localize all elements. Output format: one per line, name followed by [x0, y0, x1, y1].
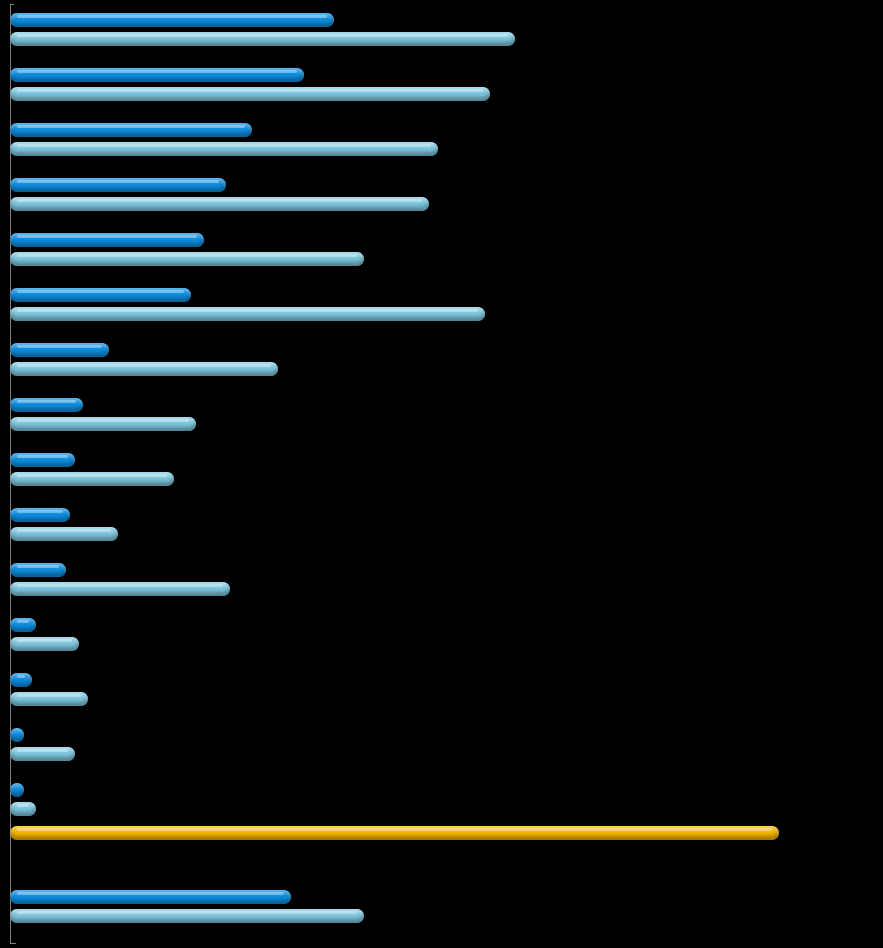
bar-highlight — [17, 911, 357, 914]
bar-highlight — [17, 180, 219, 183]
bar-highlight — [17, 364, 271, 367]
bar-highlight — [17, 199, 422, 202]
bar-series_b — [10, 142, 438, 156]
bar-group — [10, 64, 874, 119]
bar-highlight — [17, 70, 297, 73]
bar-highlight — [17, 694, 81, 697]
bar-series_b — [10, 692, 88, 706]
bar-group — [10, 9, 874, 64]
bar-highlight — [17, 400, 76, 403]
bar-group — [10, 174, 874, 229]
bar-series_a — [10, 453, 75, 467]
bar-series_b — [10, 197, 429, 211]
bar-group — [10, 339, 874, 394]
bar-highlight — [17, 455, 68, 458]
bar-highlight — [17, 892, 284, 895]
bar-series_a — [10, 123, 252, 137]
bar-series_a — [10, 673, 32, 687]
bar-group — [10, 119, 874, 174]
bar-series_a — [10, 343, 109, 357]
bar-highlight — [17, 290, 184, 293]
bar-group — [10, 614, 874, 669]
bar-highlight — [17, 510, 63, 513]
bar-highlight — [17, 529, 111, 532]
bar-highlight — [17, 34, 508, 37]
bar-highlight — [17, 235, 197, 238]
bar-highlight — [17, 565, 59, 568]
bar-series_a — [10, 13, 334, 27]
bar-group — [10, 559, 874, 614]
bar-highlight — [17, 675, 25, 678]
bar-highlight — [17, 125, 245, 128]
horizontal-bar-chart — [0, 0, 883, 948]
bar-group — [10, 394, 874, 449]
bar-series_c — [10, 826, 779, 840]
bar-series_b — [10, 307, 485, 321]
bar-series_a — [10, 783, 24, 797]
bar-series_b — [10, 362, 278, 376]
bar-series_a — [10, 508, 70, 522]
bar-series_a — [10, 890, 291, 904]
bar-highlight — [17, 254, 357, 257]
bar-highlight — [17, 345, 102, 348]
bar-series_b — [10, 747, 75, 761]
bar-group — [10, 669, 874, 724]
bar-series_b — [10, 417, 196, 431]
bar-series_a — [10, 398, 83, 412]
bar-group — [10, 886, 874, 941]
bar-series_b — [10, 32, 515, 46]
bar-group — [10, 724, 874, 779]
bar-series_b — [10, 87, 490, 101]
bar-highlight — [17, 804, 29, 807]
bar-series_a — [10, 68, 304, 82]
bar-highlight — [17, 620, 29, 623]
bar-series_b — [10, 582, 230, 596]
bar-series_b — [10, 527, 118, 541]
axis-top-tick — [10, 4, 14, 5]
bar-series_b — [10, 909, 364, 923]
bar-series_a — [10, 728, 24, 742]
bar-series_b — [10, 637, 79, 651]
bar-highlight — [17, 15, 327, 18]
bar-highlight — [17, 309, 478, 312]
bar-group — [10, 504, 874, 559]
bar-series_a — [10, 563, 66, 577]
bar-group — [10, 826, 874, 881]
axis-bottom-tick — [10, 943, 16, 944]
bar-highlight — [17, 749, 68, 752]
plot-area — [10, 4, 874, 944]
bar-series_b — [10, 802, 36, 816]
bar-highlight — [17, 584, 223, 587]
bar-group — [10, 229, 874, 284]
bar-highlight — [17, 89, 483, 92]
bar-group — [10, 449, 874, 504]
bar-series_a — [10, 233, 204, 247]
bar-highlight — [17, 639, 72, 642]
bar-highlight — [17, 419, 189, 422]
bar-highlight — [17, 474, 167, 477]
bar-series_b — [10, 252, 364, 266]
bar-series_b — [10, 472, 174, 486]
bar-highlight — [17, 828, 772, 831]
bar-series_a — [10, 288, 191, 302]
bar-group — [10, 284, 874, 339]
bar-series_a — [10, 178, 226, 192]
bar-highlight — [17, 144, 431, 147]
bar-series_a — [10, 618, 36, 632]
